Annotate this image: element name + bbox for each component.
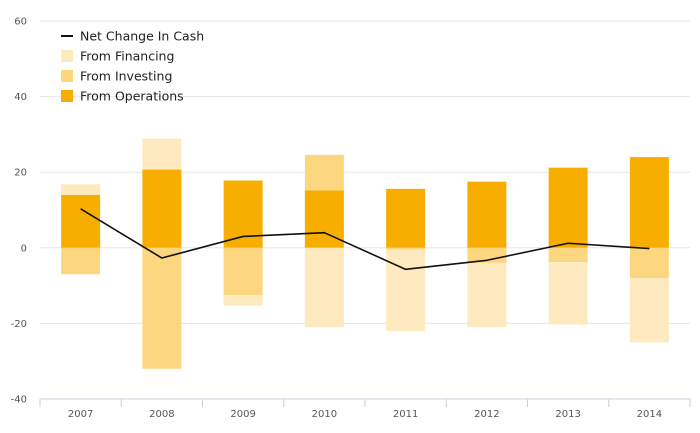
bar-from-investing-2013	[548, 247, 588, 263]
bar-series	[61, 138, 669, 369]
x-tick-label: 2011	[393, 409, 418, 420]
x-tick-label: 2014	[637, 409, 662, 420]
bar-from-financing-2012	[467, 262, 507, 328]
bar-from-investing-2014	[629, 247, 669, 279]
bar-from-operations-2011	[386, 188, 426, 248]
bar-from-investing-2007	[61, 247, 101, 275]
legend-swatch-from-operations	[61, 90, 73, 102]
legend-swatch-from-financing	[61, 50, 73, 62]
y-axis: -40 -20 0 20 40 60	[11, 17, 27, 406]
x-tick-label: 2007	[68, 409, 93, 420]
x-tick-label: 2010	[312, 409, 337, 420]
y-tick-label: 20	[14, 168, 27, 179]
x-tick-label: 2012	[474, 409, 499, 420]
bar-from-financing-2007	[61, 184, 101, 195]
line-net-change-in-cash	[80, 208, 650, 271]
x-axis: 2007 2008 2009 2010 2011 2012 2013 2014	[39, 398, 691, 420]
bar-from-investing-2011	[386, 247, 426, 250]
x-tick-label: 2008	[149, 409, 174, 420]
legend-label-from-financing: From Financing	[80, 49, 174, 64]
bar-from-operations-2008	[142, 169, 182, 248]
legend-label-net-change-in-cash: Net Change In Cash	[80, 29, 204, 44]
bar-from-investing-2010	[304, 154, 344, 191]
bar-from-investing-2008	[142, 247, 182, 369]
y-tick-label: 40	[14, 92, 27, 103]
bar-from-financing-2009	[223, 295, 263, 306]
x-tick-label: 2013	[555, 409, 580, 420]
bar-from-operations-2012	[467, 181, 507, 248]
bar-from-operations-2014	[629, 157, 669, 248]
bar-from-operations-2009	[223, 180, 263, 248]
bar-from-operations-2007	[61, 194, 101, 248]
bar-from-investing-2012	[467, 247, 507, 263]
bar-from-financing-2010	[304, 247, 344, 328]
gridlines	[40, 20, 690, 324]
y-tick-label: -20	[11, 319, 27, 330]
bar-from-financing-2014	[629, 278, 669, 343]
bar-from-financing-2011	[386, 249, 426, 331]
x-tick-label: 2009	[230, 409, 255, 420]
y-tick-label: 0	[21, 243, 27, 254]
legend-label-from-operations: From Operations	[80, 89, 184, 104]
bar-from-financing-2008	[142, 138, 182, 170]
legend-label-from-investing: From Investing	[80, 69, 172, 84]
y-tick-label: -40	[11, 395, 27, 406]
legend: Net Change In Cash From Financing From Inv…	[61, 29, 204, 104]
y-tick-label: 60	[14, 17, 27, 28]
bar-from-operations-2013	[548, 167, 588, 248]
bar-from-investing-2009	[223, 247, 263, 296]
net-change-line-series	[80, 208, 650, 271]
legend-swatch-from-investing	[61, 70, 73, 82]
bar-from-financing-2013	[548, 262, 588, 325]
